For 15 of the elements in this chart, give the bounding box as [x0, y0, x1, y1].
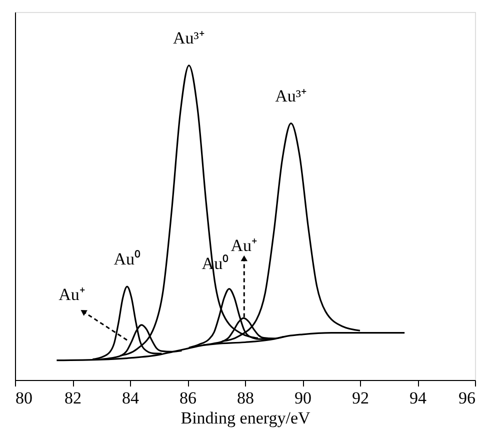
x-tick-label: 94: [410, 388, 427, 408]
annotation: Au³⁺: [275, 86, 307, 106]
x-tick-label: 88: [237, 388, 254, 408]
x-tick-label: 96: [458, 388, 476, 408]
x-axis-title: Binding energy/eV: [180, 408, 311, 428]
x-tick-label: 84: [122, 388, 140, 408]
x-tick-label: 90: [294, 388, 312, 408]
annotation: Au⁰: [114, 250, 141, 269]
x-tick-label: 80: [16, 388, 32, 408]
annotation: Au⁺: [58, 285, 86, 304]
annotation: Au⁺: [230, 236, 258, 256]
x-tick-label: 86: [180, 388, 196, 408]
x-tick-label: 82: [64, 388, 82, 408]
annotation: Au³⁺: [173, 28, 205, 48]
x-tick-label: 92: [352, 388, 369, 408]
